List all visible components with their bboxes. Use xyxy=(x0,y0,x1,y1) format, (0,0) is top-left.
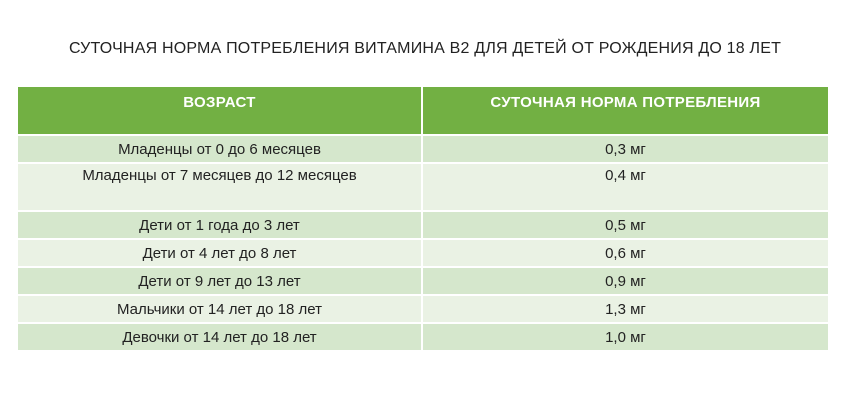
page-title: СУТОЧНАЯ НОРМА ПОТРЕБЛЕНИЯ ВИТАМИНА B2 Д… xyxy=(68,40,782,57)
norm-cell: 0,4 мг xyxy=(423,164,828,210)
header-daily-norm: СУТОЧНАЯ НОРМА ПОТРЕБЛЕНИЯ xyxy=(423,87,828,134)
table-row: Дети от 4 лет до 8 лет 0,6 мг xyxy=(18,238,828,266)
norm-cell: 1,0 мг xyxy=(423,324,828,350)
norm-cell: 0,5 мг xyxy=(423,212,828,238)
table-row: Мальчики от 14 лет до 18 лет 1,3 мг xyxy=(18,294,828,322)
age-cell: Мальчики от 14 лет до 18 лет xyxy=(18,296,423,322)
table-row: Дети от 9 лет до 13 лет 0,9 мг xyxy=(18,266,828,294)
table-row: Младенцы от 7 месяцев до 12 месяцев 0,4 … xyxy=(18,162,828,210)
table-row: Дети от 1 года до 3 лет 0,5 мг xyxy=(18,210,828,238)
norm-cell: 0,9 мг xyxy=(423,268,828,294)
age-cell: Дети от 9 лет до 13 лет xyxy=(18,268,423,294)
age-cell: Младенцы от 7 месяцев до 12 месяцев xyxy=(18,164,423,210)
vitamin-table: ВОЗРАСТ СУТОЧНАЯ НОРМА ПОТРЕБЛЕНИЯ Младе… xyxy=(18,87,828,350)
age-cell: Младенцы от 0 до 6 месяцев xyxy=(18,136,423,162)
age-cell: Дети от 1 года до 3 лет xyxy=(18,212,423,238)
table-row: Девочки от 14 лет до 18 лет 1,0 мг xyxy=(18,322,828,350)
age-cell: Девочки от 14 лет до 18 лет xyxy=(18,324,423,350)
table-header-row: ВОЗРАСТ СУТОЧНАЯ НОРМА ПОТРЕБЛЕНИЯ xyxy=(18,87,828,134)
norm-cell: 1,3 мг xyxy=(423,296,828,322)
norm-cell: 0,3 мг xyxy=(423,136,828,162)
table-row: Младенцы от 0 до 6 месяцев 0,3 мг xyxy=(18,134,828,162)
header-age: ВОЗРАСТ xyxy=(18,87,423,134)
age-cell: Дети от 4 лет до 8 лет xyxy=(18,240,423,266)
norm-cell: 0,6 мг xyxy=(423,240,828,266)
